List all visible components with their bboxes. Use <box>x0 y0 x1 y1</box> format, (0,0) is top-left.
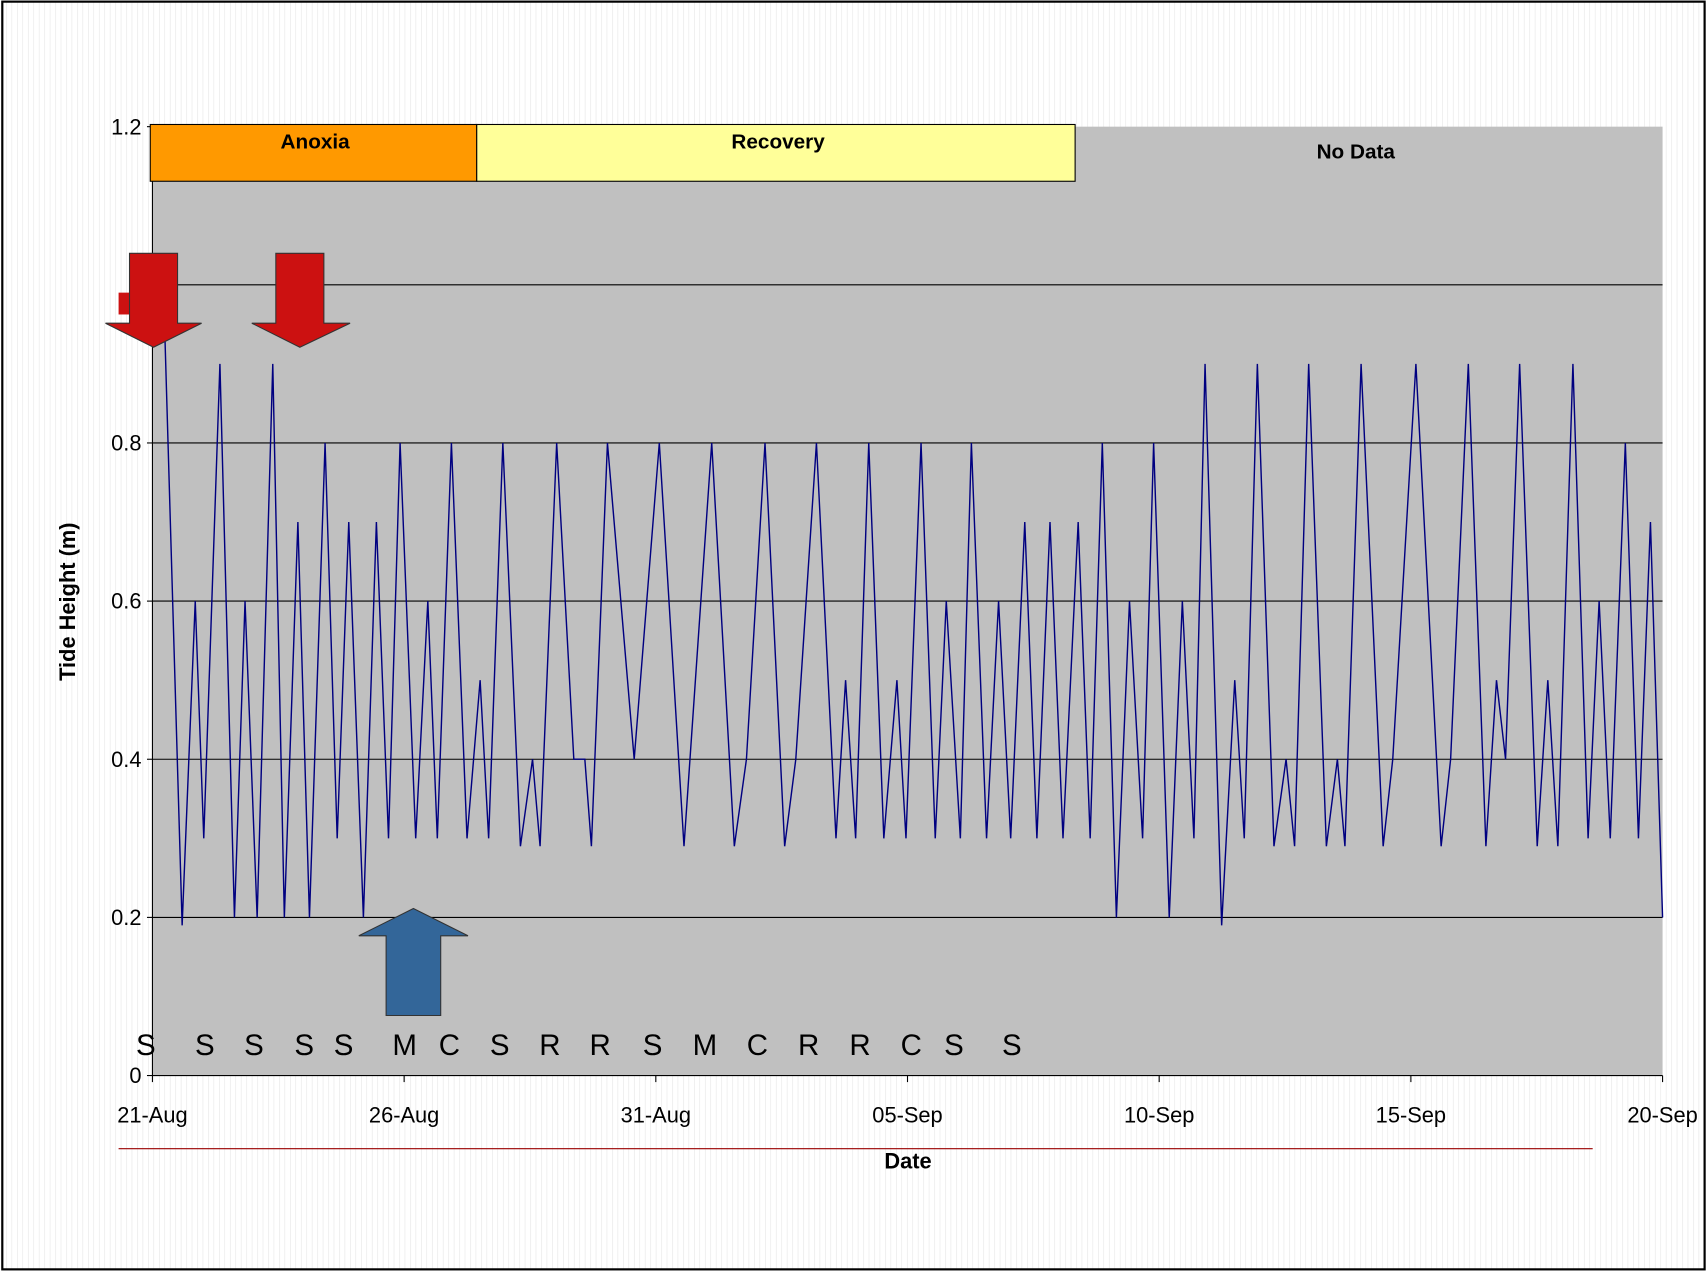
y-tick-label: 0.8 <box>111 431 141 456</box>
day-code: S <box>1002 1029 1022 1062</box>
phase-label: Recovery <box>731 131 825 154</box>
x-axis-label: Date <box>884 1148 931 1173</box>
day-code: S <box>643 1029 663 1062</box>
day-code: S <box>490 1029 510 1062</box>
y-tick-label: 0 <box>129 1063 141 1088</box>
day-code: C <box>901 1029 922 1062</box>
day-code: S <box>294 1029 314 1062</box>
day-code: M <box>392 1029 417 1062</box>
arrow <box>251 252 351 348</box>
day-code: R <box>589 1029 610 1062</box>
day-code: S <box>944 1029 964 1062</box>
phase-band <box>149 123 478 182</box>
x-tick-label: 31-Aug <box>621 1102 691 1127</box>
phase-band <box>476 123 1076 182</box>
y-tick-label: 0.4 <box>111 747 141 772</box>
day-code: S <box>136 1029 156 1062</box>
y-tick-label: 0.2 <box>111 905 141 930</box>
x-tick-label: 21-Aug <box>117 1102 187 1127</box>
x-tick-label: 26-Aug <box>369 1102 439 1127</box>
day-code: C <box>747 1029 768 1062</box>
y-tick-label: 0.6 <box>111 589 141 614</box>
plot-area: 00.20.40.60.811.221-Aug26-Aug31-Aug05-Se… <box>111 114 1698 1127</box>
day-code: S <box>195 1029 215 1062</box>
day-code: R <box>798 1029 819 1062</box>
y-tick-label: 1.2 <box>111 114 141 139</box>
day-code: R <box>539 1029 560 1062</box>
marker <box>118 292 132 315</box>
x-tick-label: 15-Sep <box>1376 1102 1446 1127</box>
x-tick-label: 20-Sep <box>1627 1102 1697 1127</box>
tide-line <box>163 324 1664 926</box>
day-code: M <box>693 1029 718 1062</box>
phase-label: No Data <box>1317 140 1396 163</box>
day-code: C <box>439 1029 460 1062</box>
day-code: R <box>849 1029 870 1062</box>
day-code: S <box>334 1029 354 1062</box>
y-axis-label: Tide Height (m) <box>55 522 80 680</box>
x-tick-label: 10-Sep <box>1124 1102 1194 1127</box>
arrow <box>358 907 469 1017</box>
arrow <box>105 252 202 348</box>
x-tick-label: 05-Sep <box>872 1102 942 1127</box>
day-code: S <box>244 1029 264 1062</box>
phase-label: Anoxia <box>281 131 351 154</box>
